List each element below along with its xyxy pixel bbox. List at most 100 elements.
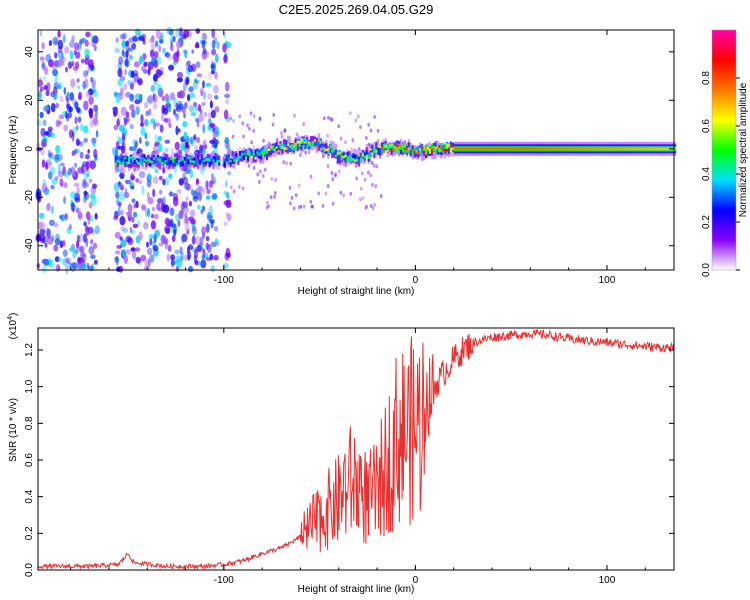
spectrogram-cell: [187, 64, 194, 73]
spectrogram-cell: [223, 263, 229, 269]
spectrogram-ridge-cell: [156, 158, 159, 168]
spectrogram-cell: [125, 111, 130, 119]
spectrogram-ridge-cell: [250, 150, 253, 156]
spectrogram-cell: [48, 59, 54, 68]
spectrogram-ridge-cell: [227, 155, 230, 165]
spectrogram-cell: [232, 119, 235, 123]
spectrogram-cell: [167, 117, 172, 127]
spectrogram-ridge-cell: [664, 147, 667, 151]
spectrogram-cell: [41, 159, 46, 168]
spectrogram-ridge-cell: [488, 147, 491, 151]
spectrogram-cell: [224, 81, 230, 92]
spectrogram-cell: [247, 163, 251, 168]
bottom-y-ticks: 0.0 0.2 0.4 0.6 0.8 1.0 1.2: [24, 343, 674, 577]
spectrogram-ridge-cell: [271, 145, 274, 149]
spectrogram-cell: [342, 193, 345, 198]
spectrogram-cell: [47, 149, 51, 159]
spectrogram-cell: [165, 227, 171, 234]
spectrogram-ridge-cell: [415, 150, 418, 153]
spectrogram-ridge-cell: [139, 156, 142, 160]
spectrogram-cell: [182, 106, 186, 114]
spectrogram-ridge-cell: [175, 158, 179, 165]
spectrogram-cell: [62, 240, 66, 247]
spectrogram-ridge-cell: [308, 141, 311, 145]
spectrogram-cell: [157, 197, 164, 205]
spectrogram-cell: [54, 75, 59, 84]
spectrogram-ridge-cell: [122, 161, 125, 165]
figure-title: C2E5.2025.269.04.05.G29: [279, 2, 434, 17]
spectrogram-ridge-cell: [354, 159, 357, 162]
spectrogram-cell: [133, 73, 139, 83]
spectrogram-ridge-cell: [656, 147, 659, 151]
spectrogram-cell: [213, 139, 220, 146]
spectrogram-ridge-cell: [386, 144, 389, 150]
spectrogram-ridge-cell: [380, 148, 384, 155]
spectrogram-cell: [76, 140, 82, 145]
spectrogram-ridge-cell: [585, 147, 589, 151]
spectrogram-cell: [188, 200, 193, 207]
spectrogram-ridge-cell: [480, 147, 483, 151]
spectrogram-cell: [164, 52, 171, 58]
spectrogram-ridge-cell: [212, 156, 215, 162]
spectrogram-cell: [59, 215, 62, 220]
spectrogram-ridge-cell: [440, 143, 443, 149]
bottom-x-ticks: -100 0 100: [70, 328, 646, 586]
spectrogram-ridge-cell: [177, 160, 180, 163]
spectrogram-ridge-cell: [145, 159, 148, 163]
spectrogram-ridge-cell: [321, 147, 324, 150]
spectrogram-cell: [199, 144, 203, 154]
spectrogram-ridge-cell: [411, 146, 414, 150]
spectrogram-ridge-cell: [434, 146, 437, 150]
spectrogram-cell: [299, 153, 302, 158]
spectrogram-ridge-cell: [149, 161, 152, 167]
spectrogram-ridge-cell: [333, 147, 336, 151]
spectrogram-ridge-cell: [229, 149, 232, 164]
spectrogram-cell: [92, 35, 99, 44]
spectrogram-cell: [158, 175, 163, 181]
spectrogram-cell: [81, 164, 85, 174]
spectrogram-cell: [60, 162, 65, 167]
spectrogram-cell: [153, 213, 159, 220]
spectrogram-cell: [87, 217, 91, 225]
spectrogram-cell: [79, 258, 85, 265]
spectrogram-cell: [80, 250, 85, 259]
spectrogram-ridge-cell: [438, 147, 441, 153]
spectrogram-ridge-cell: [195, 161, 198, 167]
spectrogram-cell: [89, 119, 95, 128]
spectrogram-ridge-cell: [273, 148, 276, 152]
spectrogram-cell: [123, 254, 128, 264]
spectrogram-cell: [168, 173, 173, 180]
spectrogram-ridge-cell: [451, 145, 454, 151]
spectrogram-cell: [211, 28, 216, 39]
spectrogram-cell: [141, 204, 147, 211]
spectrogram-ridge-cell: [179, 158, 182, 162]
spectrogram-ridge-cell: [145, 158, 148, 168]
spectrogram-cell: [200, 89, 204, 97]
spectrogram-ridge-cell: [352, 158, 355, 161]
spectrogram-ridge-cell: [300, 139, 303, 142]
spectrogram-ridge-cell: [610, 147, 613, 151]
spectrogram-ridge-cell: [622, 147, 625, 151]
spectrogram-cell: [293, 206, 296, 211]
spectrogram-ridge-cell: [411, 145, 414, 155]
spectrogram-ridge-cell: [628, 147, 631, 151]
spectrogram-cell: [213, 37, 218, 45]
spectrogram-ridge-cell: [264, 147, 267, 153]
spectrogram-cell: [202, 167, 206, 172]
spectrogram-cell: [295, 132, 299, 137]
spectrogram-ridge-cell: [151, 157, 154, 163]
spectrogram-cell: [175, 113, 180, 121]
spectrogram-cell: [214, 106, 220, 113]
spectrogram-cell: [157, 135, 163, 142]
spectrogram-ridge-cell: [430, 150, 433, 153]
spectrogram-cell: [125, 235, 132, 243]
spectrogram-ridge-cell: [289, 135, 292, 150]
spectrogram-cell: [326, 164, 330, 169]
spectrogram-ridge-cell: [248, 150, 251, 156]
spectrogram-ridge-cell: [319, 141, 322, 144]
spectrogram-ridge-cell: [356, 159, 359, 162]
spectrogram-cell: [175, 102, 179, 112]
spectrogram-cell: [127, 203, 133, 213]
spectrogram-ridge-cell: [243, 152, 246, 156]
spectrogram-ridge-cell: [310, 136, 313, 146]
